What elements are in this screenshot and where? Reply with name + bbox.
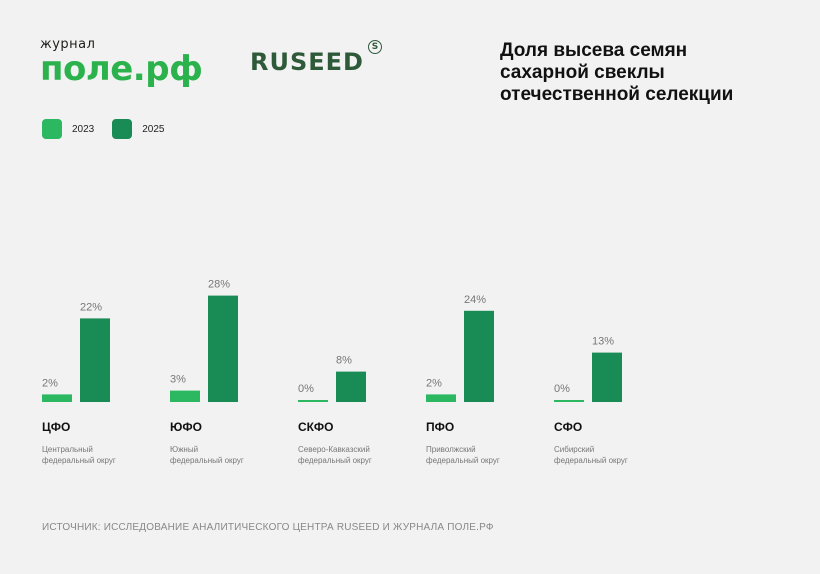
category-label-3: СКФО <box>298 420 333 434</box>
category-description-2-2: федеральный округ <box>170 456 244 465</box>
bar-2025-5 <box>592 352 622 402</box>
category-description-4-1: Приволжский <box>426 445 476 454</box>
category-description-5-1: Сибирский <box>554 445 594 454</box>
category-description-4-2: федеральный округ <box>426 456 500 465</box>
data-label-2025-2: 28% <box>208 279 230 291</box>
title-line-1: Доля высева семян <box>500 40 688 61</box>
bar-2025-2 <box>208 295 238 402</box>
legend-item-2025: 2025 <box>112 119 165 139</box>
pole-logo-caption: журнал <box>40 37 96 52</box>
category-description-2-1: Южный <box>170 445 198 454</box>
category-label-2: ЮФО <box>170 420 202 434</box>
legend-label-2025: 2025 <box>142 123 165 135</box>
data-label-2023-3: 0% <box>298 383 314 395</box>
category-description-1-2: федеральный округ <box>42 456 116 465</box>
bar-2025-1 <box>80 318 110 402</box>
legend-label-2023: 2023 <box>72 123 95 135</box>
pole-rf-logo: журнал поле.рф <box>40 37 220 89</box>
data-label-2023-4: 2% <box>426 377 442 389</box>
bar-2023-3 <box>298 400 328 402</box>
bar-2025-3 <box>336 371 366 402</box>
title-line-3: отечественной селекции <box>500 84 734 105</box>
data-label-2023-5: 0% <box>554 383 570 395</box>
bar-2025-4 <box>464 310 494 402</box>
category-description-5-2: федеральный округ <box>554 456 628 465</box>
chart-title: Доля высева семян сахарной свеклы отечес… <box>500 40 800 106</box>
category-label-4: ПФО <box>426 420 454 434</box>
data-label-2025-5: 13% <box>592 336 614 348</box>
data-label-2023-1: 2% <box>42 377 58 389</box>
legend-swatch-2023 <box>42 119 62 139</box>
data-label-2025-4: 24% <box>464 294 486 306</box>
ruseed-logo: RUSEED S <box>250 40 382 76</box>
bar-2023-2 <box>170 390 200 402</box>
ruseed-wordmark: RUSEED <box>250 48 364 76</box>
source-note: ИСТОЧНИК: ИССЛЕДОВАНИЕ АНАЛИТИЧЕСКОГО ЦЕ… <box>42 522 494 533</box>
category-description-3-2: федеральный округ <box>298 456 372 465</box>
category-description-1-1: Центральный <box>42 445 93 454</box>
data-label-2025-1: 22% <box>80 301 102 313</box>
legend-item-2023: 2023 <box>42 119 94 139</box>
category-label-5: СФО <box>554 420 582 434</box>
bar-2023-5 <box>554 400 584 402</box>
data-label-2023-2: 3% <box>170 374 186 386</box>
legend: 2023 2025 <box>42 119 183 139</box>
bar-2023-4 <box>426 394 456 402</box>
pole-logo-wordmark: поле.рф <box>40 49 203 89</box>
category-label-1: ЦФО <box>42 420 70 434</box>
ruseed-mark-icon: S <box>367 40 382 54</box>
bar-2023-1 <box>42 394 72 402</box>
category-description-3-1: Северо-Кавказский <box>298 445 370 454</box>
data-label-2025-3: 8% <box>336 355 352 367</box>
title-line-2: сахарной свеклы <box>500 62 665 83</box>
legend-swatch-2025 <box>112 119 133 139</box>
